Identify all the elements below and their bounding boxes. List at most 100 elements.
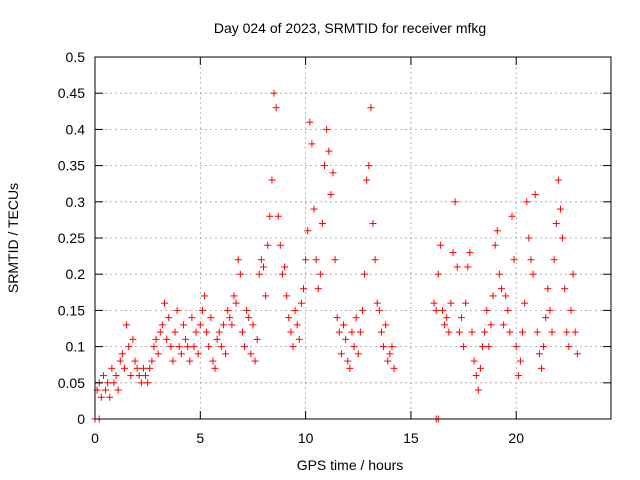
data-point	[430, 299, 438, 307]
data-point	[247, 350, 255, 358]
data-point	[506, 328, 514, 336]
data-point	[104, 379, 112, 387]
data-point	[249, 321, 257, 329]
data-point	[468, 328, 476, 336]
data-point	[567, 306, 575, 314]
axis-tick-labels: 0 0.05 0.1 0.15 0.2 0.25 0.3 0.35 0.4 0.45 0.5 0 5 10…	[58, 49, 524, 446]
data-point	[152, 335, 160, 343]
data-point	[571, 328, 579, 336]
data-point	[369, 220, 377, 228]
data-point	[508, 212, 516, 220]
data-point	[137, 379, 145, 387]
data-point	[184, 343, 192, 351]
data-point	[487, 321, 495, 329]
data-point	[102, 386, 110, 394]
y-tick-label: 0.5	[66, 49, 86, 65]
data-point	[112, 372, 120, 380]
data-point	[561, 285, 569, 293]
data-point	[272, 104, 280, 112]
data-point	[167, 343, 175, 351]
data-point	[565, 343, 573, 351]
data-point	[382, 321, 390, 329]
x-tick-label: 0	[91, 430, 99, 446]
y-tick-label: 0.1	[66, 339, 86, 355]
data-point	[510, 256, 518, 264]
data-point	[342, 335, 350, 343]
data-point	[502, 292, 510, 300]
data-point	[120, 364, 128, 372]
data-point	[158, 321, 166, 329]
data-point	[436, 241, 444, 249]
data-point	[238, 328, 246, 336]
data-point	[377, 328, 385, 336]
data-point	[253, 335, 261, 343]
y-tick-label: 0.05	[58, 375, 85, 391]
y-tick-label: 0.2	[66, 266, 86, 282]
data-point	[445, 328, 453, 336]
data-point	[550, 256, 558, 264]
data-point	[259, 263, 267, 271]
data-point	[144, 379, 152, 387]
data-point	[472, 372, 480, 380]
data-point	[291, 306, 299, 314]
data-point	[222, 350, 230, 358]
data-point	[287, 328, 295, 336]
data-point	[194, 350, 202, 358]
y-tick-label: 0.45	[58, 85, 85, 101]
data-point	[255, 270, 263, 278]
data-point	[110, 379, 118, 387]
data-point	[163, 335, 171, 343]
data-point	[346, 364, 354, 372]
data-point	[281, 263, 289, 271]
data-point	[308, 140, 316, 148]
x-axis-label: GPS time / hours	[297, 457, 404, 473]
data-point	[186, 357, 194, 365]
data-point	[497, 285, 505, 293]
data-point	[146, 364, 154, 372]
data-point	[188, 314, 196, 322]
data-point	[97, 393, 105, 401]
data-point	[331, 256, 339, 264]
data-point	[131, 357, 139, 365]
data-point	[276, 241, 284, 249]
data-point	[500, 321, 508, 329]
data-point	[356, 328, 364, 336]
data-point	[476, 364, 484, 372]
x-tick-label: 5	[196, 430, 204, 446]
data-points	[91, 89, 581, 423]
data-point	[559, 234, 567, 242]
data-point	[350, 343, 358, 351]
data-point	[201, 292, 209, 300]
x-tick-label: 10	[298, 430, 314, 446]
data-point	[384, 357, 392, 365]
data-point	[125, 343, 133, 351]
data-point	[554, 176, 562, 184]
data-point	[190, 343, 198, 351]
data-point	[542, 314, 550, 322]
data-point	[386, 350, 394, 358]
data-point	[251, 357, 259, 365]
data-point	[179, 321, 187, 329]
data-point	[245, 314, 253, 322]
data-point	[175, 343, 183, 351]
data-point	[177, 350, 185, 358]
data-point	[285, 314, 293, 322]
data-point	[243, 306, 251, 314]
data-point	[127, 372, 135, 380]
data-point	[432, 306, 440, 314]
data-point	[323, 125, 331, 133]
data-point	[213, 335, 221, 343]
axis-ticks	[94, 56, 611, 420]
data-point	[304, 227, 312, 235]
data-point	[123, 321, 131, 329]
data-point	[340, 321, 348, 329]
y-axis-label: SRMTID / TECUs	[5, 183, 21, 293]
data-point	[314, 285, 322, 293]
plot-frame	[94, 56, 612, 420]
data-point	[192, 328, 200, 336]
data-point	[118, 350, 126, 358]
data-point	[148, 357, 156, 365]
data-point	[519, 328, 527, 336]
data-point	[228, 321, 236, 329]
data-point	[156, 328, 164, 336]
